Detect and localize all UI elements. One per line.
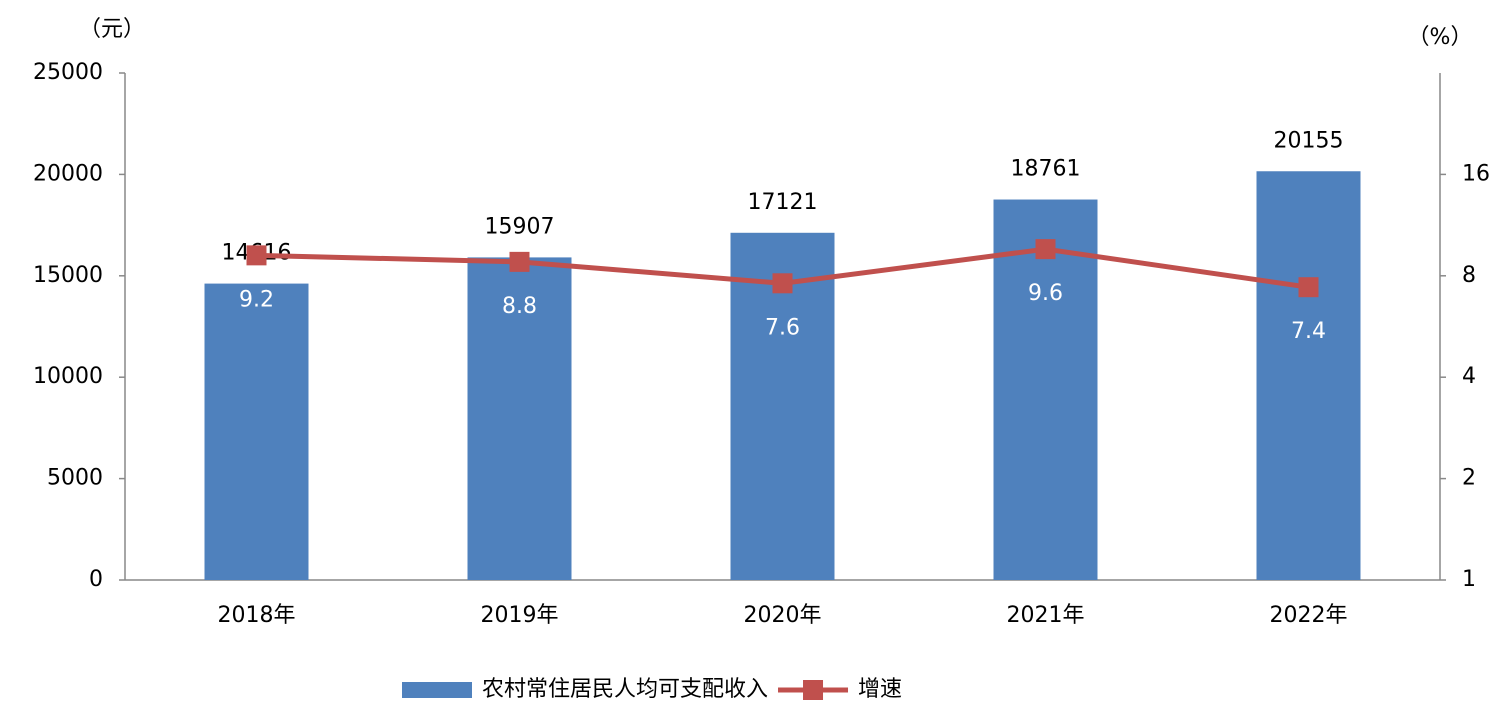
y-tick-label: 10000 xyxy=(33,364,103,389)
x-tick-label: 2020年 xyxy=(744,603,822,628)
x-tick-label: 2021年 xyxy=(1007,603,1085,628)
y-tick-label: 5000 xyxy=(47,466,103,491)
legend-label: 农村常住居民人均可支配收入 xyxy=(482,677,768,702)
line-value-label: 8.8 xyxy=(502,294,537,319)
bar-value-label: 15907 xyxy=(485,214,555,239)
y2-tick-label: 2 xyxy=(1462,466,1476,491)
x-tick-label: 2022年 xyxy=(1270,603,1348,628)
y2-tick-label: 1 xyxy=(1462,567,1476,592)
line-marker xyxy=(772,273,793,294)
line-marker xyxy=(1298,277,1319,298)
legend-label: 增速 xyxy=(858,677,902,702)
y-tick-label: 0 xyxy=(89,567,103,592)
line-marker xyxy=(246,245,267,266)
y2-tick-label: 4 xyxy=(1462,364,1476,389)
y-tick-label: 20000 xyxy=(33,161,103,186)
line-value-label: 7.4 xyxy=(1291,319,1326,344)
bar xyxy=(993,199,1098,580)
bar xyxy=(467,257,572,580)
line-value-label: 9.6 xyxy=(1028,281,1063,306)
x-tick-label: 2019年 xyxy=(481,603,559,628)
bar-value-label: 17121 xyxy=(748,190,818,215)
legend-marker xyxy=(803,680,824,700)
line-marker xyxy=(1035,239,1056,260)
y2-unit: （%） xyxy=(1408,25,1473,50)
bar xyxy=(1256,171,1361,581)
bar-value-label: 20155 xyxy=(1274,128,1344,153)
line-marker xyxy=(509,251,530,272)
y2-tick-label: 8 xyxy=(1462,263,1476,288)
line-value-label: 7.6 xyxy=(765,315,800,340)
line-value-label: 9.2 xyxy=(239,287,274,312)
x-tick-label: 2018年 xyxy=(218,603,296,628)
bar-value-label: 18761 xyxy=(1011,157,1081,182)
y-unit: （元） xyxy=(79,17,145,42)
y-tick-label: 25000 xyxy=(33,60,103,85)
bar xyxy=(204,283,309,580)
legend-swatch xyxy=(402,682,472,698)
y-tick-label: 15000 xyxy=(33,263,103,288)
y2-tick-label: 16 xyxy=(1462,161,1490,186)
